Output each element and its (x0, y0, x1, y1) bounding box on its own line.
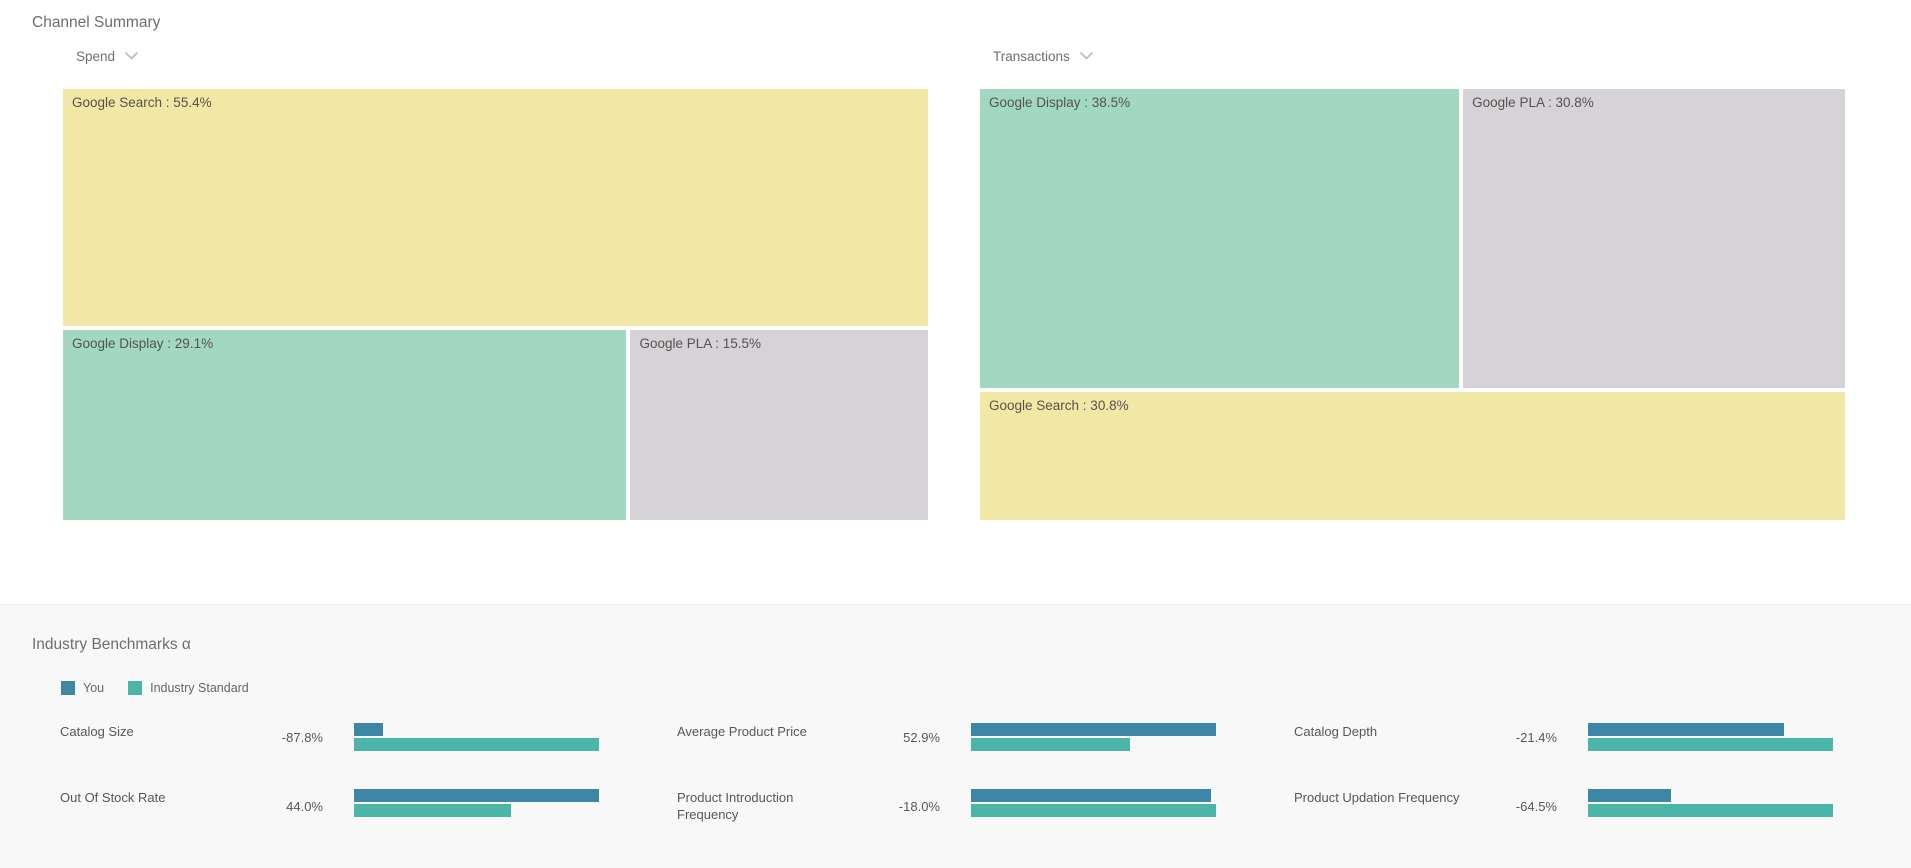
benchmark-value: -64.5% (1515, 798, 1557, 814)
benchmark-value: -18.0% (898, 798, 940, 814)
industry-standard-bar[interactable] (354, 804, 511, 817)
transactions-metric-dropdown[interactable]: Transactions (993, 46, 1093, 66)
legend-item-you[interactable]: You (61, 681, 104, 695)
you-bar[interactable] (354, 789, 599, 802)
benchmarks-grid: Catalog Size -87.8% Average Product Price 5… (60, 723, 1833, 823)
treemap-tile-google-pla[interactable]: Google PLA : 15.5% (628, 327, 930, 522)
treemap-tile-label: Google Display : 29.1% (72, 335, 214, 351)
you-bar[interactable] (1588, 789, 1672, 802)
benchmark-bars (354, 789, 599, 817)
benchmark-value: -21.4% (1515, 729, 1557, 745)
benchmark-row: Out Of Stock Rate 44.0% (60, 789, 599, 823)
industry-standard-bar[interactable] (1588, 738, 1833, 751)
spend-treemap: Google Search : 55.4% Google Display : 29… (61, 87, 930, 522)
transactions-treemap-panel: Transactions Google Display : 38.5% Googl… (978, 46, 1847, 522)
transactions-treemap: Google Display : 38.5% Google PLA : 30.8%… (978, 87, 1847, 522)
legend-item-industry-standard[interactable]: Industry Standard (128, 681, 249, 695)
benchmark-bars (1588, 789, 1833, 817)
spend-metric-dropdown[interactable]: Spend (76, 46, 138, 66)
benchmark-value: 52.9% (903, 729, 940, 745)
benchmark-bars (1588, 723, 1833, 751)
spend-metric-label: Spend (76, 48, 116, 64)
benchmarks-legend: You Industry Standard (61, 681, 249, 695)
benchmark-row: Product Updation Frequency -64.5% (1294, 789, 1833, 823)
treemap-tile-google-search[interactable]: Google Search : 55.4% (61, 87, 930, 328)
treemap-tile-label: Google PLA : 15.5% (639, 335, 762, 351)
treemap-tile-google-display[interactable]: Google Display : 29.1% (61, 327, 629, 522)
benchmark-bars (971, 723, 1216, 751)
transactions-metric-label: Transactions (993, 48, 1070, 64)
legend-swatch (61, 681, 75, 695)
benchmark-bars (971, 789, 1216, 817)
legend-label: Industry Standard (150, 681, 249, 695)
benchmark-row: Average Product Price 52.9% (677, 723, 1216, 751)
benchmark-label: Out Of Stock Rate (60, 790, 166, 805)
channel-summary-section: Channel Summary Spend Google Search : 55… (32, 14, 1847, 522)
benchmark-row: Catalog Depth -21.4% (1294, 723, 1833, 751)
benchmark-label: Catalog Depth (1294, 724, 1378, 739)
you-bar[interactable] (354, 723, 384, 736)
you-bar[interactable] (971, 723, 1216, 736)
industry-standard-bar[interactable] (1588, 804, 1833, 817)
industry-standard-bar[interactable] (971, 738, 1131, 751)
chevron-down-icon (1079, 52, 1093, 60)
channel-summary-title: Channel Summary (32, 14, 161, 31)
treemap-tile-label: Google Search : 30.8% (989, 397, 1129, 413)
you-bar[interactable] (971, 789, 1212, 802)
benchmark-label: Catalog Size (60, 724, 134, 739)
treemap-tile-label: Google Display : 38.5% (989, 95, 1131, 110)
benchmark-row: Product Introduction Frequency -18.0% (677, 789, 1216, 823)
benchmark-row: Catalog Size -87.8% (60, 723, 599, 751)
treemap-tile-label: Google Search : 55.4% (72, 95, 212, 110)
treemap-tile-google-search[interactable]: Google Search : 30.8% (978, 389, 1847, 522)
industry-benchmarks-title: Industry Benchmarks α (32, 636, 191, 653)
spend-treemap-panel: Spend Google Search : 55.4% Google Displa… (61, 46, 930, 522)
you-bar[interactable] (1588, 723, 1784, 736)
legend-swatch (128, 681, 143, 695)
treemap-tile-google-pla[interactable]: Google PLA : 30.8% (1461, 87, 1847, 390)
benchmark-value: -87.8% (281, 729, 323, 745)
industry-standard-bar[interactable] (354, 738, 599, 751)
benchmark-value: 44.0% (286, 798, 323, 814)
benchmark-bars (354, 723, 599, 751)
benchmark-label: Average Product Price (677, 724, 807, 739)
treemap-tile-google-display[interactable]: Google Display : 38.5% (978, 87, 1462, 390)
chevron-down-icon (125, 52, 138, 60)
industry-standard-bar[interactable] (971, 804, 1216, 817)
legend-label: You (83, 681, 105, 695)
industry-benchmarks-section: Industry Benchmarks α You Industry Standa… (0, 604, 1911, 868)
benchmark-label: Product Introduction Frequency (677, 790, 794, 822)
benchmark-label: Product Updation Frequency (1294, 790, 1460, 805)
treemap-tile-label: Google PLA : 30.8% (1472, 95, 1594, 110)
